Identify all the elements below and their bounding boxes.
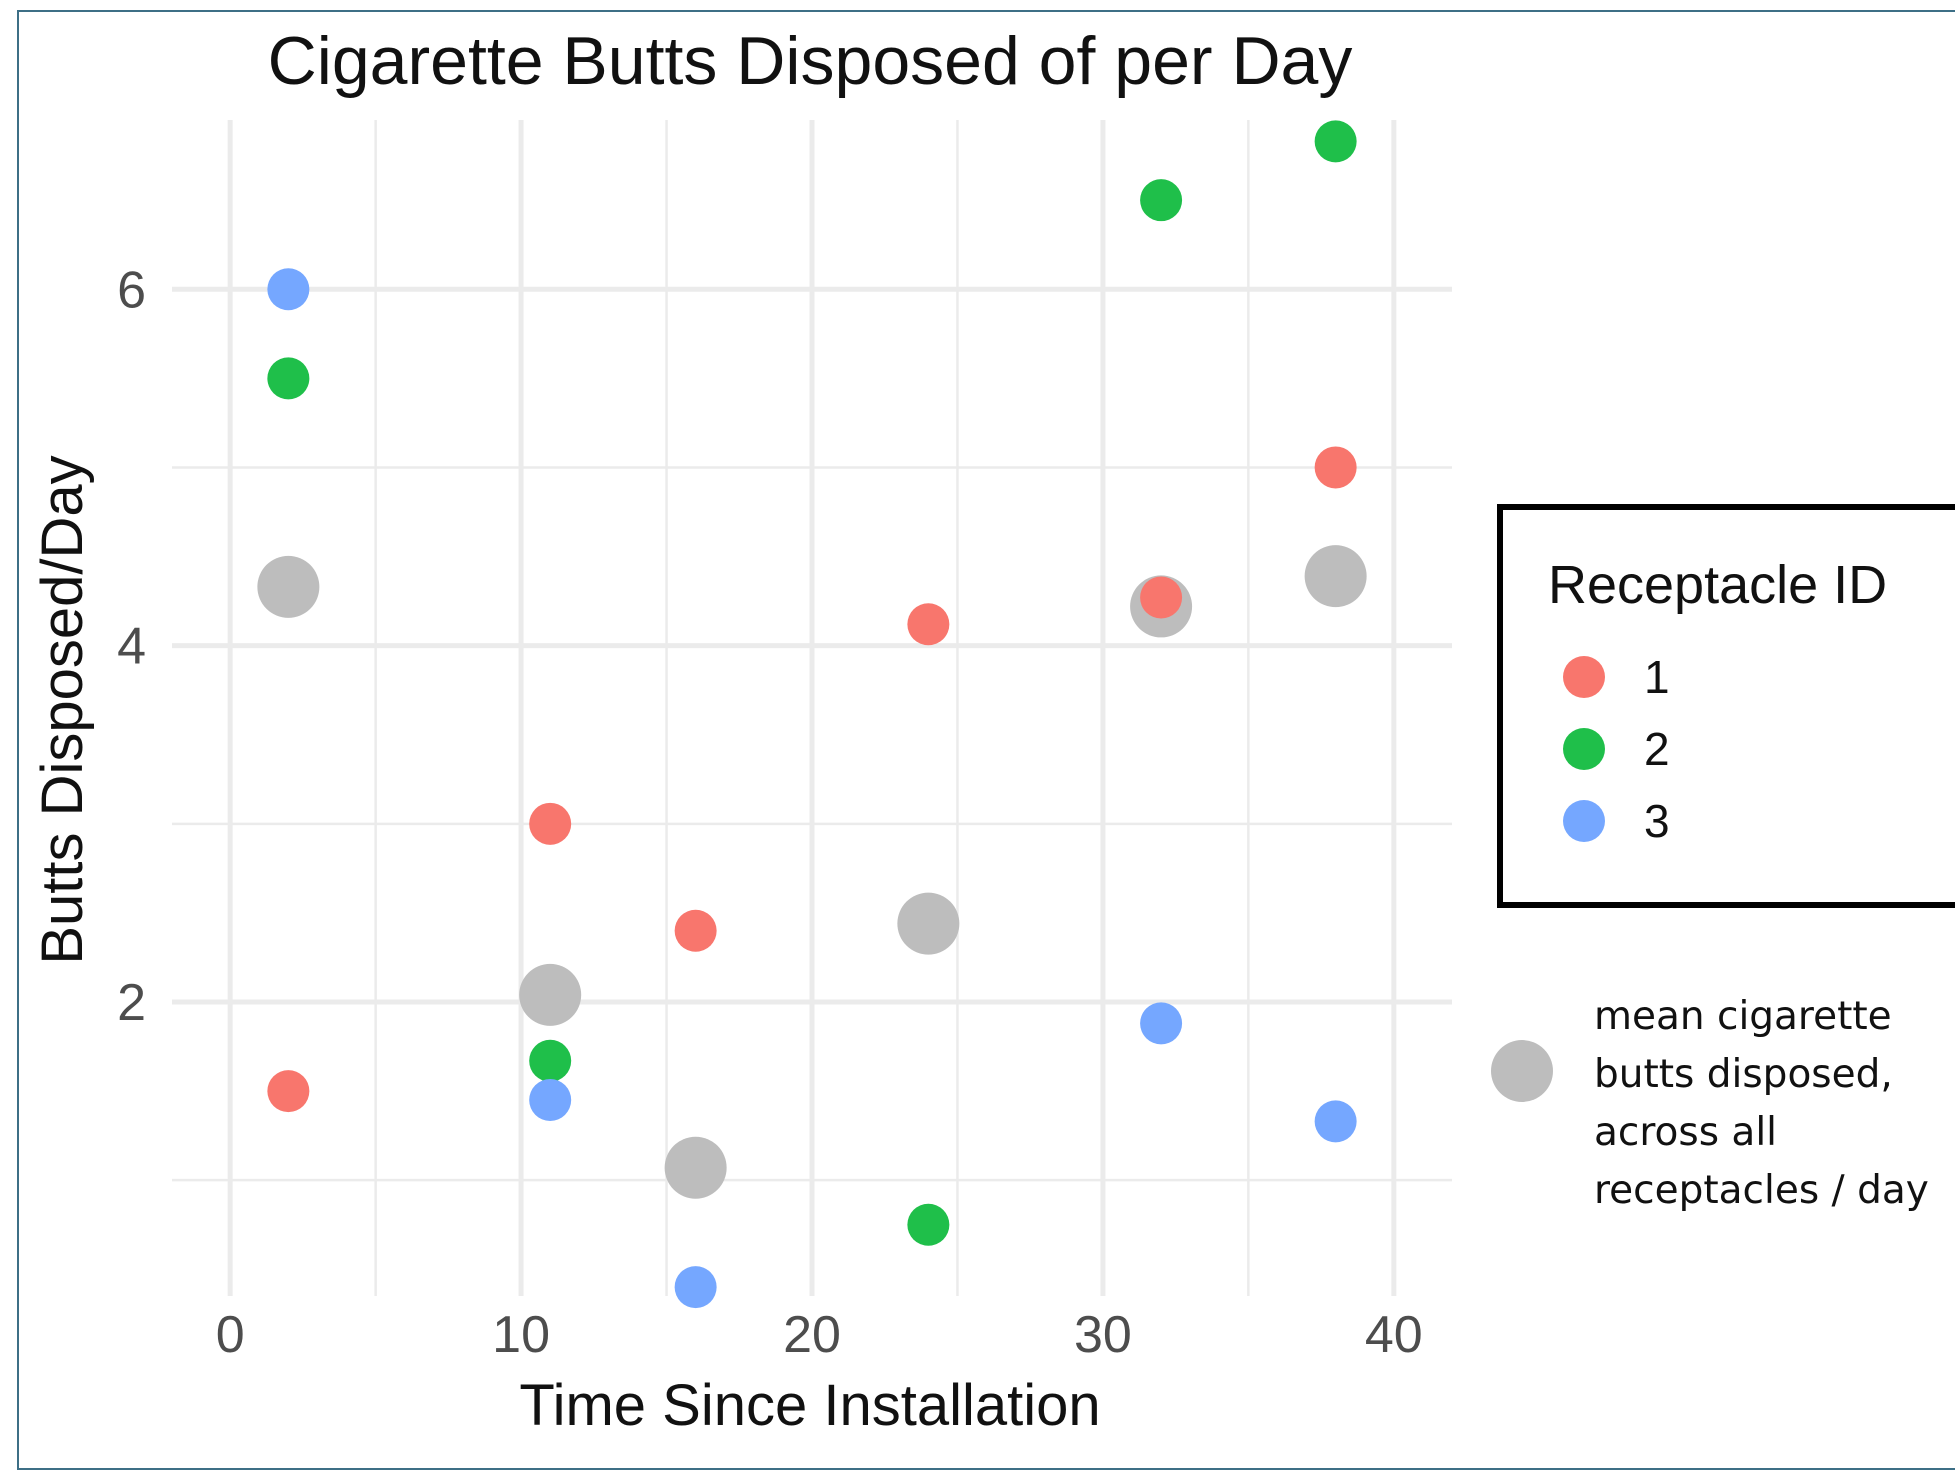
x-tick-label-10: 10 xyxy=(492,1306,550,1364)
x-tick-label-0: 0 xyxy=(216,1306,245,1364)
legend-label-2: 2 xyxy=(1644,723,1670,775)
mean-annotation-line-3: across all xyxy=(1594,1110,1777,1155)
y-axis-title: Butts Disposed/Day xyxy=(30,455,95,964)
point-receptacle-2-4 xyxy=(1314,120,1357,163)
point-receptacle-3-0 xyxy=(267,268,310,311)
x-tick-label-20: 20 xyxy=(783,1306,841,1364)
point-receptacle-2-0 xyxy=(267,357,310,400)
point-receptacle-2-3 xyxy=(1140,179,1183,222)
legend-marker-2 xyxy=(1563,728,1605,770)
mean-annotation-line-2: butts disposed, xyxy=(1594,1052,1893,1097)
point-receptacle-3-3 xyxy=(1140,1002,1183,1045)
point-receptacle-3-2 xyxy=(674,1266,717,1309)
mean-annotation-line-1: mean cigarette xyxy=(1594,994,1892,1039)
mean-point-1 xyxy=(519,963,582,1026)
legend-marker-3 xyxy=(1563,800,1605,842)
mean-point-0 xyxy=(257,555,320,618)
y-tick-label-4: 4 xyxy=(117,618,146,676)
point-receptacle-1-0 xyxy=(267,1070,310,1113)
legend-label-3: 3 xyxy=(1644,795,1670,847)
point-receptacle-3-1 xyxy=(529,1079,572,1121)
mean-point-5 xyxy=(1304,545,1367,608)
point-receptacle-1-2 xyxy=(674,909,717,952)
data-points xyxy=(267,120,1357,1309)
point-receptacle-1-3 xyxy=(907,603,950,646)
mean-annotation-line-4: receptacles / day xyxy=(1594,1168,1929,1213)
grid-layer xyxy=(172,120,1452,1296)
y-tick-label-2: 2 xyxy=(117,974,146,1032)
point-receptacle-1-1 xyxy=(529,802,572,845)
legend-marker-1 xyxy=(1563,656,1605,698)
point-receptacle-1-5 xyxy=(1314,446,1357,489)
point-receptacle-1-4 xyxy=(1140,576,1183,619)
point-receptacle-2-2 xyxy=(907,1203,950,1246)
mean-annotation: mean cigarette butts disposed, across al… xyxy=(1594,988,1952,1220)
legend-label-1: 1 xyxy=(1644,651,1670,703)
legend-items: 1 2 3 xyxy=(1563,651,1670,847)
x-axis-title: Time Since Installation xyxy=(519,1373,1100,1438)
tick-labels: 0 10 20 30 40 2 4 6 xyxy=(117,261,1423,1364)
y-tick-label-6: 6 xyxy=(117,261,146,319)
mean-point-3 xyxy=(897,892,960,955)
legend: Receptacle ID 1 2 3 xyxy=(1497,504,1955,908)
x-tick-label-40: 40 xyxy=(1365,1306,1423,1364)
point-receptacle-2-1 xyxy=(529,1039,572,1082)
x-tick-label-30: 30 xyxy=(1074,1306,1132,1364)
legend-title: Receptacle ID xyxy=(1548,555,1887,615)
mean-point-2 xyxy=(664,1136,727,1199)
mean-legend-marker xyxy=(1491,1040,1553,1102)
chart-title: Cigarette Butts Disposed of per Day xyxy=(268,23,1353,99)
point-receptacle-3-4 xyxy=(1314,1100,1357,1143)
